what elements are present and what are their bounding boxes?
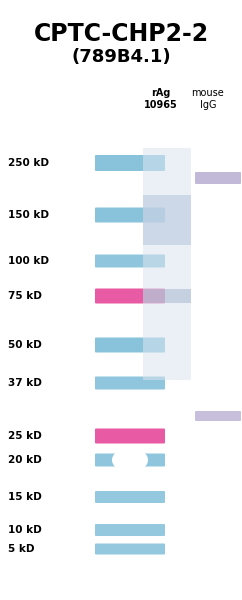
FancyBboxPatch shape [95,337,165,352]
Text: rAg
10965: rAg 10965 [144,88,178,110]
Text: 15 kD: 15 kD [8,492,42,502]
Text: 50 kD: 50 kD [8,340,42,350]
FancyBboxPatch shape [95,491,165,503]
FancyBboxPatch shape [195,411,241,421]
Text: CPTC-CHP2-2: CPTC-CHP2-2 [33,22,209,46]
Text: 250 kD: 250 kD [8,158,49,168]
Text: 150 kD: 150 kD [8,210,49,220]
Text: 25 kD: 25 kD [8,431,42,441]
Text: mouse
IgG: mouse IgG [192,88,224,110]
FancyBboxPatch shape [195,172,241,184]
FancyBboxPatch shape [95,454,165,467]
FancyBboxPatch shape [95,544,165,554]
Bar [143,195,191,245]
FancyBboxPatch shape [95,524,165,536]
FancyBboxPatch shape [95,155,165,171]
Text: 10 kD: 10 kD [8,525,42,535]
Bar [143,289,191,303]
Text: 75 kD: 75 kD [8,291,42,301]
Text: (789B4.1): (789B4.1) [71,48,171,66]
FancyBboxPatch shape [95,428,165,443]
Text: 20 kD: 20 kD [8,455,42,465]
FancyBboxPatch shape [95,208,165,223]
FancyBboxPatch shape [95,377,165,389]
FancyBboxPatch shape [95,289,165,304]
Bar [143,148,191,380]
Text: 100 kD: 100 kD [8,256,49,266]
Text: 5 kD: 5 kD [8,544,35,554]
FancyBboxPatch shape [95,254,165,268]
Text: 37 kD: 37 kD [8,378,42,388]
Ellipse shape [112,448,148,472]
